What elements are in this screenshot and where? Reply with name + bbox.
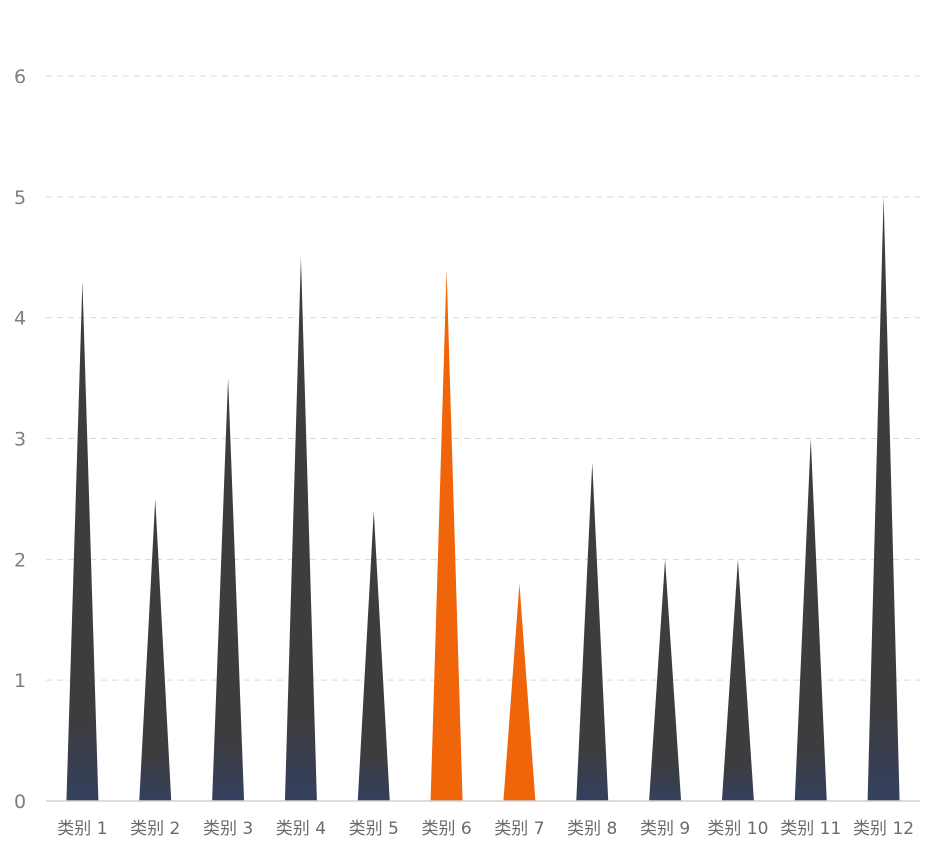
bar-8	[576, 462, 609, 801]
x-tick-label: 类别 2	[130, 819, 180, 839]
bar-1	[66, 281, 99, 802]
bar-3	[212, 378, 245, 801]
y-tick-label: 0	[14, 791, 26, 813]
bar-5	[357, 511, 390, 801]
bar-11	[794, 438, 827, 801]
x-tick-label: 类别 6	[421, 819, 471, 839]
x-tick-label: 类别 8	[567, 819, 617, 839]
x-tick-label: 类别 9	[640, 819, 690, 839]
bar-7	[503, 583, 536, 801]
y-tick-label: 5	[14, 187, 26, 209]
bar-2	[139, 498, 172, 801]
bar-4	[284, 257, 317, 801]
x-tick-label: 类别 5	[349, 819, 399, 839]
x-tick-label: 类别 1	[57, 819, 107, 839]
y-tick-label: 4	[14, 308, 26, 330]
x-tick-label: 类别 11	[780, 819, 841, 839]
y-tick-label: 1	[14, 670, 26, 692]
x-tick-label: 类别 3	[203, 819, 253, 839]
x-tick-label: 类别 10	[707, 819, 768, 839]
y-tick-label: 6	[14, 66, 26, 88]
x-tick-label: 类别 4	[276, 819, 326, 839]
x-tick-label: 类别 12	[853, 819, 914, 839]
bar-9	[649, 559, 682, 801]
bar-6	[430, 269, 463, 801]
bar-10	[721, 559, 754, 801]
y-tick-label: 2	[14, 549, 26, 571]
x-tick-label: 类别 7	[494, 819, 544, 839]
y-tick-label: 3	[14, 429, 26, 451]
bar-12	[867, 196, 900, 802]
